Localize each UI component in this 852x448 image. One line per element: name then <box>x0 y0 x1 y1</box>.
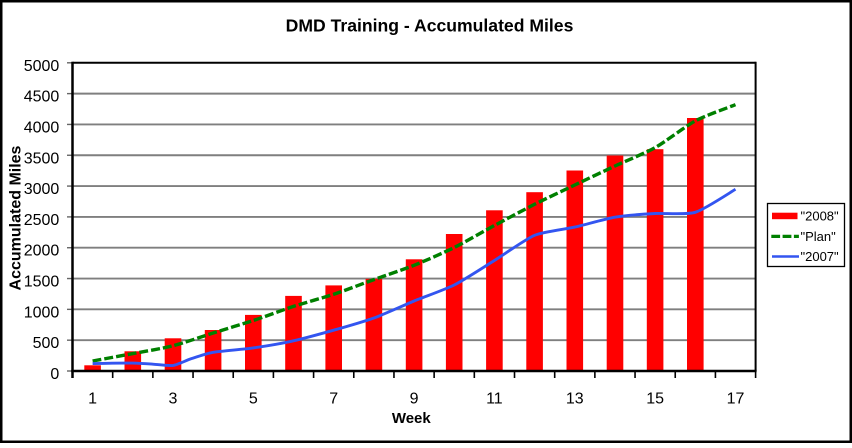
svg-text:500: 500 <box>33 335 60 352</box>
svg-text:Week: Week <box>392 410 432 427</box>
svg-text:"Plan": "Plan" <box>801 229 837 244</box>
svg-text:3000: 3000 <box>24 181 60 198</box>
svg-text:17: 17 <box>727 391 745 408</box>
svg-text:"2007": "2007" <box>801 249 840 264</box>
svg-text:0: 0 <box>50 366 59 383</box>
svg-text:1500: 1500 <box>24 274 60 291</box>
svg-text:5000: 5000 <box>24 58 60 75</box>
svg-text:4000: 4000 <box>24 119 60 136</box>
svg-text:15: 15 <box>646 391 664 408</box>
svg-text:13: 13 <box>566 391 584 408</box>
svg-text:7: 7 <box>329 391 338 408</box>
svg-text:1: 1 <box>88 391 97 408</box>
svg-text:5: 5 <box>249 391 258 408</box>
svg-text:DMD Training - Accumulated Mil: DMD Training - Accumulated Miles <box>286 16 574 36</box>
svg-text:"2008": "2008" <box>801 209 840 224</box>
svg-text:3: 3 <box>169 391 178 408</box>
svg-text:Accumulated Miles: Accumulated Miles <box>8 145 25 290</box>
svg-text:2000: 2000 <box>24 243 60 260</box>
svg-text:11: 11 <box>486 391 503 408</box>
svg-text:4500: 4500 <box>24 89 60 106</box>
svg-text:1000: 1000 <box>24 304 60 321</box>
svg-text:3500: 3500 <box>24 150 60 167</box>
svg-text:9: 9 <box>410 391 419 408</box>
svg-text:2500: 2500 <box>24 212 60 229</box>
